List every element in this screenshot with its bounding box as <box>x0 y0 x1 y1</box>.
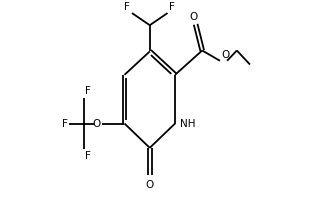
Text: F: F <box>169 2 175 12</box>
Text: F: F <box>85 151 91 161</box>
Text: F: F <box>124 2 130 12</box>
Text: O: O <box>93 119 101 128</box>
Text: O: O <box>221 50 229 60</box>
Text: NH: NH <box>180 119 195 128</box>
Text: O: O <box>190 12 198 22</box>
Text: F: F <box>85 86 91 96</box>
Text: F: F <box>62 119 68 128</box>
Text: O: O <box>146 180 154 190</box>
